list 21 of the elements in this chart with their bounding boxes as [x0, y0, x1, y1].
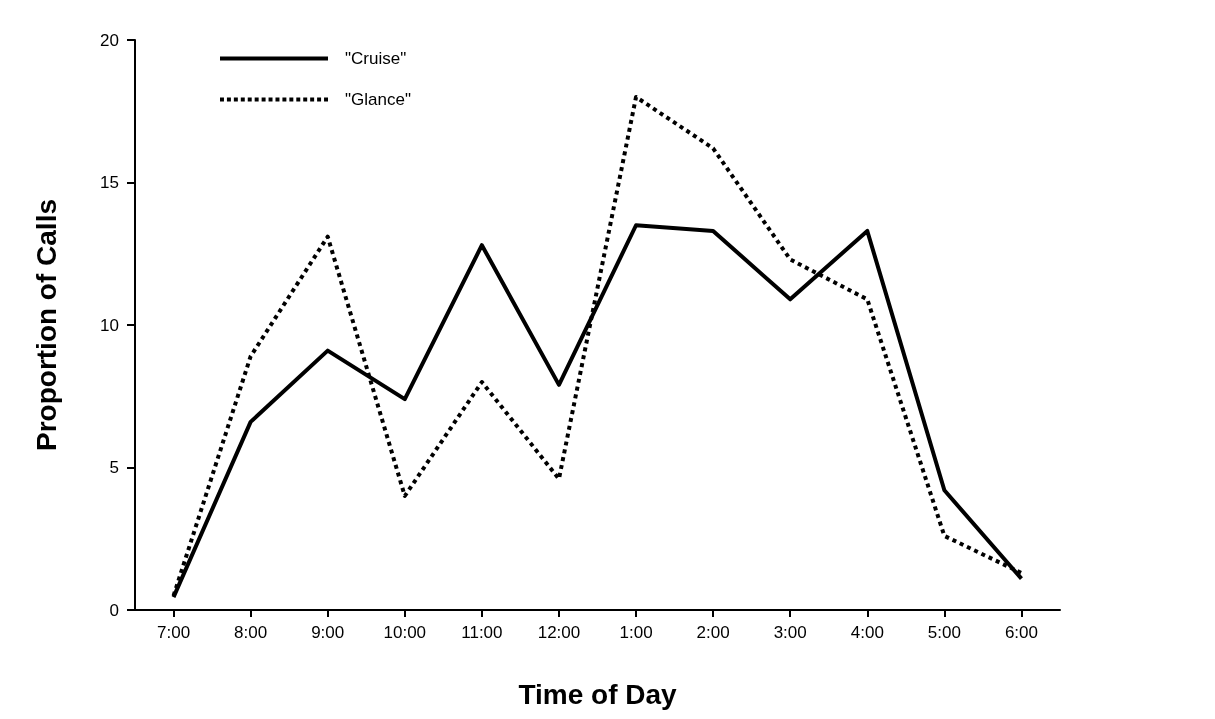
x-tick-label: 10:00 — [383, 623, 427, 642]
x-tick-label: 2:00 — [696, 623, 730, 642]
legend-label: "Cruise" — [345, 49, 407, 68]
legend-label: "Glance" — [345, 90, 411, 109]
x-tick-label: 8:00 — [234, 623, 268, 642]
x-tick-label: 5:00 — [927, 623, 961, 642]
x-tick-label: 7:00 — [156, 623, 191, 642]
x-tick-label: 4:00 — [850, 623, 884, 642]
y-tick-label: 0 — [109, 600, 119, 620]
y-tick-label: 15 — [100, 173, 119, 192]
y-axis-title: Proportion of Calls — [30, 199, 62, 451]
x-tick-label: 1:00 — [619, 623, 653, 642]
x-axis-title: Time of Day — [518, 678, 678, 710]
x-tick-label: 6:00 — [1004, 623, 1039, 642]
y-tick-label: 20 — [100, 30, 119, 50]
x-tick-label: 11:00 — [461, 623, 503, 642]
x-tick-label: 12:00 — [537, 623, 581, 642]
x-tick-label: 9:00 — [311, 623, 345, 642]
y-tick-label: 5 — [109, 458, 119, 477]
y-tick-label: 10 — [100, 315, 119, 335]
x-tick-label: 3:00 — [773, 623, 807, 642]
